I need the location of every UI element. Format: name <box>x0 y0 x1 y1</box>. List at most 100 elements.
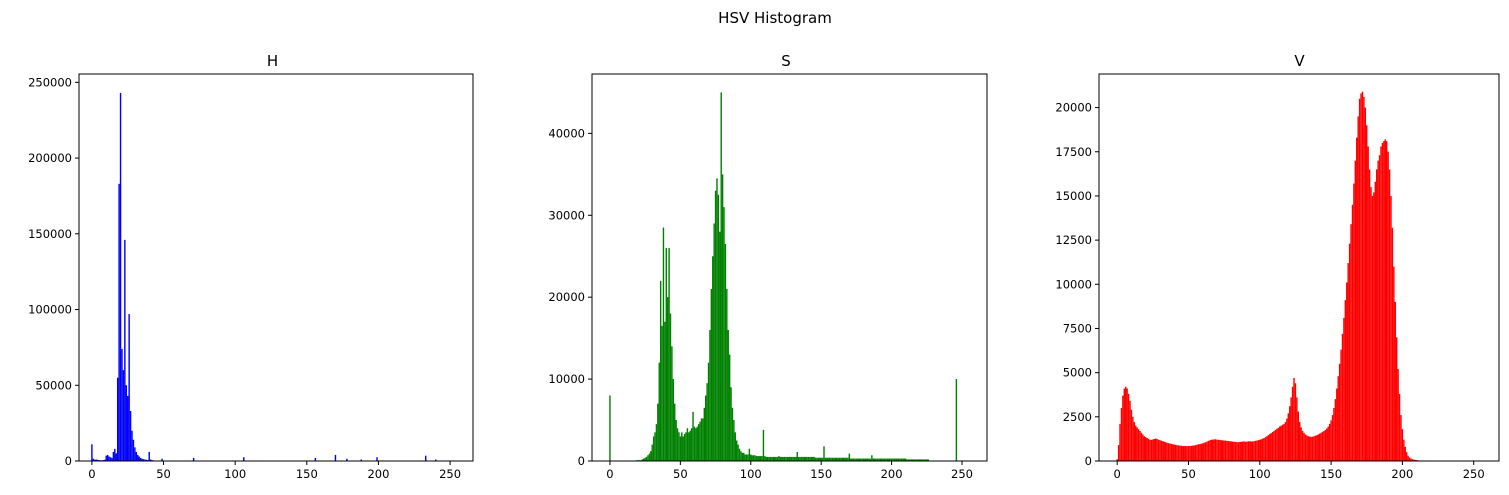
histogram-bar <box>654 432 656 461</box>
histogram-bar <box>862 458 865 461</box>
histogram-bar <box>1376 169 1378 462</box>
histogram-bar <box>1189 445 1191 461</box>
histogram-bar <box>793 456 796 461</box>
histogram-bar <box>1326 428 1328 461</box>
histogram-bar <box>896 458 898 461</box>
histogram-bar <box>1230 441 1232 461</box>
histogram-bar <box>678 432 680 461</box>
histogram-bar <box>1199 444 1201 461</box>
histogram-bar <box>1318 433 1321 461</box>
histogram-bar <box>122 370 125 461</box>
histogram-bar <box>1346 282 1348 461</box>
axes-frame <box>78 73 474 462</box>
histogram-bar <box>927 459 929 461</box>
histogram-bar <box>148 451 150 461</box>
histogram-bar <box>1336 388 1338 461</box>
histogram-bar <box>1299 422 1301 461</box>
histogram-bar <box>1350 224 1352 461</box>
histogram-bar <box>1253 441 1255 461</box>
histogram-bar <box>876 458 879 461</box>
histogram-bar <box>129 411 132 461</box>
histogram-bar <box>717 194 720 461</box>
histogram-bar <box>1403 439 1405 461</box>
y-tick-label: 15000 <box>1055 189 1092 203</box>
histogram-bar <box>799 456 801 461</box>
histogram-bar <box>1163 441 1165 461</box>
histogram-bar <box>1370 187 1372 461</box>
histogram-bar <box>1251 441 1254 461</box>
histogram-bar <box>1351 204 1354 461</box>
histogram-bar <box>1284 422 1287 461</box>
histogram-bar <box>1385 141 1388 461</box>
histogram-bar <box>1316 435 1318 461</box>
histogram-bar <box>665 248 667 461</box>
histogram-bar <box>1144 437 1147 461</box>
histogram-bar <box>1368 169 1371 462</box>
histogram-bar <box>812 456 814 461</box>
histogram-bar <box>1269 434 1271 461</box>
histogram-bar <box>1170 443 1173 461</box>
histogram-bar <box>885 458 887 461</box>
histogram-bar <box>334 454 337 461</box>
histogram-bar <box>1157 439 1160 461</box>
histogram-bar <box>761 456 763 461</box>
histogram-bar <box>1226 440 1228 461</box>
histogram-bar <box>106 454 109 461</box>
histogram-bar <box>914 459 917 461</box>
histogram-bar <box>720 92 722 462</box>
histogram-bar <box>1136 427 1138 461</box>
histogram-bar <box>1219 439 1221 461</box>
histogram-bar <box>1366 125 1368 461</box>
histogram-bar <box>666 297 669 461</box>
histogram-bar <box>1301 430 1304 461</box>
histogram-bar <box>1186 446 1188 461</box>
histogram-bar <box>1130 409 1133 461</box>
histogram-bar <box>744 454 746 461</box>
histogram-bar <box>785 456 787 461</box>
histogram-bar <box>1183 445 1185 461</box>
histogram-bar <box>900 458 903 461</box>
histogram-bar <box>1304 434 1307 461</box>
histogram-bar <box>1197 444 1200 461</box>
histogram-bar <box>723 207 725 461</box>
histogram-bar <box>672 379 675 461</box>
histogram-bar <box>671 346 673 461</box>
histogram-bar <box>132 439 135 461</box>
histogram-bar <box>1395 337 1398 461</box>
histogram-bar <box>790 456 793 461</box>
histogram-bar <box>759 456 762 461</box>
histogram-bar <box>724 243 727 461</box>
histogram-bar <box>707 362 710 461</box>
figure-title: HSV Histogram <box>718 9 832 27</box>
histogram-bar <box>662 227 665 461</box>
histogram-bar <box>838 457 841 461</box>
histogram-bar <box>1347 263 1349 461</box>
histogram-bar <box>824 457 827 461</box>
histogram-bar <box>1398 393 1401 461</box>
histogram-bar <box>1126 388 1128 461</box>
histogram-bar <box>921 459 924 461</box>
histogram-bar <box>737 444 739 461</box>
subplot-title: S <box>781 52 791 70</box>
x-tick-label: 200 <box>881 467 903 481</box>
histogram-bar <box>689 430 691 461</box>
histogram-bar <box>1173 444 1175 461</box>
histogram-bar <box>1217 439 1220 461</box>
histogram-bar <box>1405 452 1408 461</box>
histogram-bar <box>652 436 655 461</box>
histogram-bar <box>346 458 348 461</box>
histogram-bar <box>800 456 803 461</box>
histogram-bar <box>685 432 687 461</box>
histogram-bar <box>1241 441 1244 461</box>
histogram-bar <box>114 448 116 461</box>
histogram-bar <box>1344 300 1347 461</box>
histogram-bar <box>882 458 884 461</box>
histogram-bar <box>1184 446 1187 461</box>
histogram-bar <box>1139 430 1141 461</box>
histogram-bar <box>92 458 95 461</box>
histogram-bar <box>192 457 195 461</box>
histogram-bar <box>1281 424 1284 461</box>
histogram-bar <box>108 456 110 461</box>
histogram-bar <box>1356 137 1358 461</box>
histogram-bar <box>1250 441 1252 461</box>
